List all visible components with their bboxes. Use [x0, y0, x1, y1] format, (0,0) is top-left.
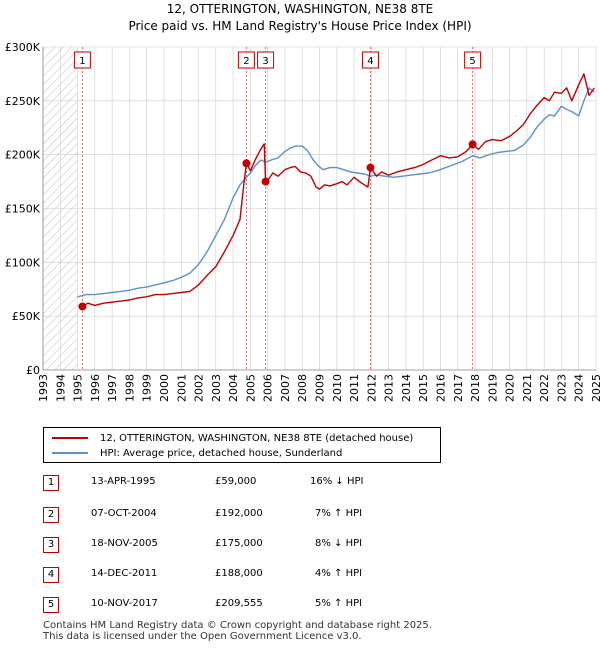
sale-date: 18-NOV-2005 — [91, 538, 158, 549]
x-tick-label: 2020 — [504, 374, 517, 402]
legend: 12, OTTERINGTON, WASHINGTON, NE38 8TE (d… — [43, 427, 441, 463]
x-tick-label: 2005 — [244, 374, 257, 402]
sale-hpi: 7% ↑ HPI — [315, 508, 363, 519]
sale-marker-box — [361, 51, 379, 69]
x-tick-label: 1998 — [123, 374, 136, 402]
sale-badge: 2 — [43, 507, 59, 523]
x-tick-label: 2002 — [193, 374, 206, 402]
x-tick-label: 2012 — [365, 374, 378, 402]
sale-marker-box — [73, 51, 91, 69]
y-tick-label: £250K — [5, 95, 41, 108]
sale-marker-box — [257, 51, 275, 69]
y-tick-label: £150K — [5, 203, 41, 216]
x-tick-label: 2024 — [573, 374, 586, 402]
x-tick-label: 1996 — [89, 374, 102, 402]
footer-copyright: Contains HM Land Registry data © Crown c… — [43, 620, 432, 631]
sale-price: £59,000 — [215, 476, 257, 487]
x-tick-label: 1999 — [141, 374, 154, 402]
sale-price: £175,000 — [215, 538, 263, 549]
sale-hpi: 5% ↑ HPI — [315, 598, 363, 609]
sale-badge: 3 — [43, 537, 59, 553]
sale-point — [468, 140, 477, 149]
x-tick-label: 2006 — [262, 374, 275, 402]
x-tick-label: 2019 — [486, 374, 499, 402]
sale-marker-label: 2 — [243, 56, 249, 67]
sale-hpi: 4% ↑ HPI — [315, 568, 363, 579]
sale-price: £192,000 — [215, 508, 263, 519]
x-tick-label: 2010 — [331, 374, 344, 402]
sale-marker-label: 5 — [469, 56, 475, 67]
legend-label-property: 12, OTTERINGTON, WASHINGTON, NE38 8TE (d… — [100, 432, 414, 444]
x-tick-label: 2004 — [227, 374, 240, 402]
sale-date: 07-OCT-2004 — [91, 508, 157, 519]
sale-badge: 4 — [43, 567, 59, 583]
x-tick-label: 2022 — [538, 374, 551, 402]
sale-marker-label: 1 — [79, 56, 85, 67]
x-tick-label: 2008 — [296, 374, 309, 402]
sale-point — [242, 159, 251, 168]
x-tick-label: 2003 — [210, 374, 223, 402]
sale-hpi: 8% ↓ HPI — [315, 538, 363, 549]
sale-badge: 1 — [43, 475, 59, 491]
legend-item-property: 12, OTTERINGTON, WASHINGTON, NE38 8TE (d… — [52, 431, 413, 445]
price-chart: £0 £50K £100K £150K £200K £250K £300K 1993 1994 1… — [5, 41, 600, 402]
x-tick-label: 2023 — [555, 374, 568, 402]
x-tick-label: 2025 — [590, 374, 600, 402]
chart-title: 12, OTTERINGTON, WASHINGTON, NE38 8TE — [166, 2, 434, 16]
legend-label-hpi: HPI: Average price, detached house, Sund… — [100, 447, 343, 459]
x-tick-label: 2013 — [383, 374, 396, 402]
y-tick-label: £50K — [12, 310, 41, 323]
x-tick-label: 2015 — [417, 374, 430, 402]
x-tick-label: 2007 — [279, 374, 292, 402]
y-tick-label: £0 — [26, 364, 40, 377]
sale-marker-box — [237, 51, 255, 69]
sale-price: £188,000 — [215, 568, 263, 579]
sale-date: 13-APR-1995 — [91, 476, 156, 487]
sale-date: 14-DEC-2011 — [91, 568, 158, 579]
sale-marker-label: 3 — [262, 56, 268, 67]
x-tick-label: 1997 — [106, 374, 119, 402]
legend-item-hpi: HPI: Average price, detached house, Sund… — [52, 446, 342, 460]
chart-subtitle: Price paid vs. HM Land Registry's House … — [128, 19, 472, 33]
sale-hpi: 16% ↓ HPI — [310, 476, 364, 487]
x-tick-label: 2014 — [400, 374, 413, 402]
y-tick-label: £300K — [5, 41, 41, 54]
x-tick-label: 1994 — [54, 374, 67, 402]
x-tick-label: 2009 — [314, 374, 327, 402]
property-price-line — [82, 73, 595, 308]
legend-line-hpi — [52, 452, 88, 454]
sale-marker-box — [464, 51, 482, 69]
sale-price: £209,555 — [215, 598, 263, 609]
legend-line-property — [52, 437, 88, 439]
sale-badge: 5 — [43, 597, 59, 613]
sale-point — [261, 177, 270, 186]
x-tick-label: 2011 — [348, 374, 361, 402]
sale-marker-label: 4 — [367, 56, 373, 67]
x-tick-label: 1995 — [72, 374, 85, 402]
footer-licence: This data is licensed under the Open Gov… — [43, 631, 362, 642]
x-tick-label: 2016 — [434, 374, 447, 402]
sale-point — [366, 163, 375, 172]
x-tick-label: 2001 — [175, 374, 188, 402]
x-tick-label: 2000 — [158, 374, 171, 402]
footer: Contains HM Land Registry data © Crown c… — [43, 620, 432, 642]
y-tick-label: £100K — [5, 256, 41, 269]
x-tick-label: 2018 — [469, 374, 482, 402]
sale-date: 10-NOV-2017 — [91, 598, 158, 609]
sale-point — [78, 302, 87, 311]
hpi-line — [77, 87, 595, 298]
x-tick-label: 1993 — [37, 374, 50, 402]
x-tick-label: 2021 — [521, 374, 534, 402]
y-tick-label: £200K — [5, 149, 41, 162]
x-tick-label: 2017 — [452, 374, 465, 402]
